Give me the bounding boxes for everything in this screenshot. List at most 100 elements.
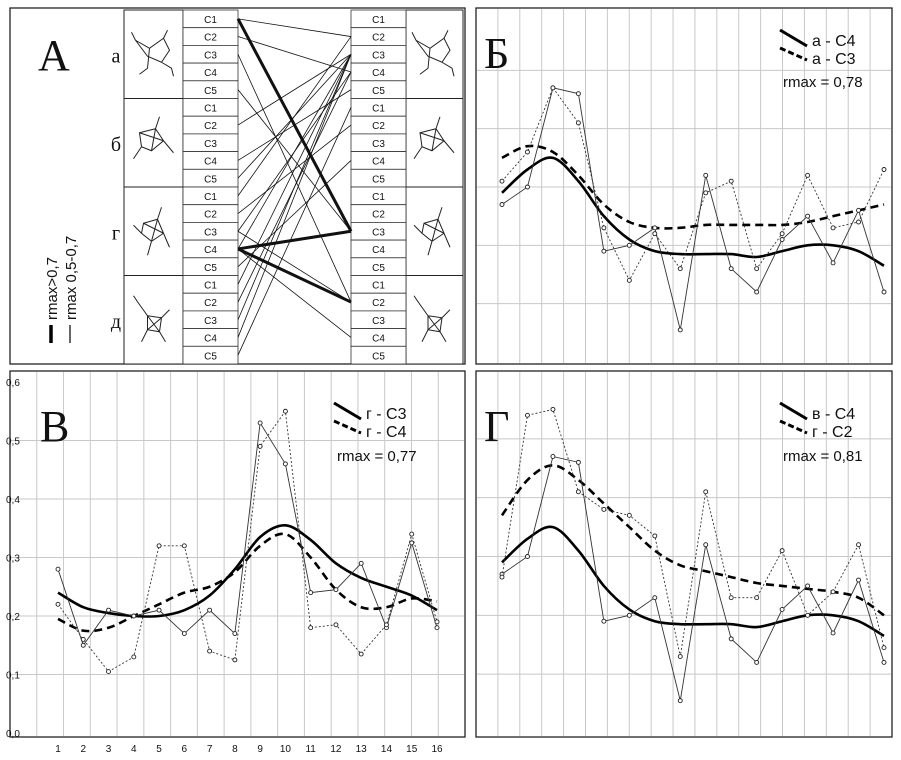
series-line-solid [501, 87, 885, 331]
data-point [677, 327, 683, 333]
cell-right-label: C2 [372, 33, 385, 44]
data-point [652, 231, 658, 237]
cell-right-label: C5 [372, 351, 385, 362]
data-point [358, 560, 364, 566]
panel-a-connections [236, 18, 353, 356]
cell-left-label: C5 [204, 263, 217, 274]
legend-g-series-1: в - С4 [812, 406, 855, 423]
row-label: а [112, 45, 121, 67]
legend-v-series-1: г - С3 [366, 406, 407, 423]
panel-g-legend: в - С4 г - С2 rmax = 0,81 [779, 401, 863, 465]
cell-right-label: C4 [372, 334, 385, 345]
chart-b [477, 9, 891, 363]
data-point [525, 412, 530, 418]
legend-v-rmax: rmax = 0,77 [337, 448, 417, 465]
data-point [779, 237, 785, 242]
cell-right-label: C2 [372, 298, 385, 309]
x-tick-label: 8 [232, 744, 238, 755]
panel-a-letter: А [38, 31, 70, 80]
data-point [601, 618, 607, 624]
data-point [703, 172, 709, 178]
cell-right-label: C5 [372, 174, 385, 185]
panel-b-frame [475, 7, 893, 365]
skeleton-right-icon [413, 207, 451, 256]
connection-weak [237, 36, 352, 73]
x-tick-label: 16 [431, 744, 443, 755]
legend-weak-label: rmax 0,5-0,7 [63, 236, 80, 320]
y-tick-label: 0,6 [6, 378, 20, 389]
connection-weak [237, 54, 352, 320]
row-label: б [111, 134, 121, 156]
data-point [805, 612, 811, 618]
cell-left-label: C2 [204, 210, 217, 221]
cell-right-label: C5 [372, 263, 385, 274]
connection-weak [237, 107, 352, 356]
cell-left-label: C1 [204, 15, 217, 26]
connection-weak [237, 54, 352, 285]
data-point [499, 574, 505, 580]
row-image-right [405, 98, 464, 188]
cell-right-label: C4 [372, 245, 385, 256]
cell-left-label: C2 [204, 121, 217, 132]
cell-left-label: C1 [204, 104, 217, 115]
skeleton-left-icon [133, 116, 174, 160]
data-point [575, 459, 581, 465]
data-point [525, 149, 530, 155]
data-point [525, 184, 530, 190]
data-point [856, 577, 861, 583]
data-point [131, 654, 137, 660]
data-point [754, 266, 760, 272]
data-point [779, 548, 785, 554]
data-point [703, 542, 709, 548]
skeleton-right-icon [413, 116, 455, 160]
data-point [257, 420, 263, 426]
data-point [434, 619, 440, 625]
panel-b-letter: Б [484, 29, 509, 78]
data-point [652, 533, 658, 539]
row-label: д [111, 311, 121, 333]
trend-line-dashed [501, 144, 885, 230]
data-point [881, 645, 887, 651]
data-point [626, 242, 632, 248]
cell-right-label: C2 [372, 121, 385, 132]
cell-left-label: C5 [204, 351, 217, 362]
cell-left-label: C3 [204, 139, 217, 150]
data-point [754, 289, 760, 295]
cell-right-label: C3 [372, 227, 385, 238]
y-tick-label: 0,2 [6, 612, 20, 623]
data-point [703, 489, 709, 495]
y-tick-label: 0,4 [6, 495, 20, 506]
legend-g-series-2: г - С2 [812, 424, 853, 441]
data-point [881, 659, 887, 665]
trend-line-dashed [57, 532, 438, 633]
cell-left-label: C2 [204, 298, 217, 309]
skeleton-right-icon [411, 30, 455, 77]
data-point [156, 543, 162, 549]
panel-v-letter: В [40, 402, 69, 451]
data-point [626, 612, 632, 618]
data-point [333, 587, 339, 593]
legend-b-solid-mark [779, 28, 808, 48]
data-point [232, 657, 238, 663]
data-point [830, 589, 836, 595]
data-point [830, 630, 836, 636]
connection-weak [237, 89, 352, 161]
data-point [106, 669, 111, 675]
legend-strong-label: rmax>0,7 [44, 257, 61, 320]
data-point [308, 590, 314, 596]
data-point [652, 595, 658, 601]
x-tick-label: 9 [257, 744, 263, 755]
cell-left-label: C5 [204, 86, 217, 97]
panel-a: А а C1 C1 C2 C2 C3 C3 C4 C4 C5 C5 б C1 C1 C2 C2 C3 C3 C4 C4… [9, 7, 466, 365]
data-point [575, 489, 581, 495]
panel-a-legend: rmax>0,7 rmax 0,5-0,7 [44, 236, 80, 343]
series-line-solid [57, 421, 438, 647]
cell-right-label: C4 [372, 68, 385, 79]
x-tick-label: 3 [106, 744, 112, 755]
panel-b: Б а - С4 а - С3 rmax = 0,78 [475, 7, 893, 365]
cell-left-label: C3 [204, 50, 217, 61]
cell-right-label: C4 [372, 157, 385, 168]
x-tick-label: 11 [305, 744, 316, 755]
skeleton-left-icon [131, 30, 174, 77]
data-point [728, 266, 734, 272]
